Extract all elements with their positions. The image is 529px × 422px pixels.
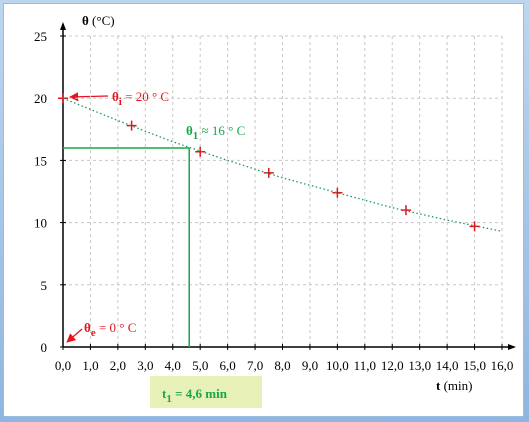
annotation-sub: i: [119, 96, 122, 108]
x-tick-label: 10,0: [326, 358, 349, 373]
y-tick-label: 20: [34, 91, 47, 106]
x-tick-label: 15,0: [463, 358, 486, 373]
arrow: [66, 328, 83, 343]
annotation-text: = 0 ° C: [96, 320, 137, 335]
annotation-text: ≈ 16 ° C: [198, 123, 245, 138]
axis-label: θ (°C): [82, 13, 115, 28]
annotation-text: = 4,6 min: [172, 386, 228, 401]
data-point: [263, 167, 274, 178]
data-point: [469, 221, 480, 232]
frame: [3, 3, 524, 417]
x-tick-label: 11,0: [354, 358, 376, 373]
axis-symbol: t: [436, 378, 441, 393]
annotation-sub: 1: [193, 130, 199, 142]
x-tick-label: 16,0: [491, 358, 514, 373]
annotation: θ1 ≈ 16 ° C: [186, 123, 245, 142]
data-point: [332, 187, 343, 198]
t1-box: [150, 376, 262, 408]
y-tick-label: 15: [34, 153, 47, 168]
x-tick-label: 1,0: [82, 358, 98, 373]
y-tick-label: 25: [34, 29, 47, 44]
x-tick-label: 14,0: [436, 358, 459, 373]
y-tick-label: 0: [41, 340, 48, 355]
annotation-sub: e: [91, 327, 96, 339]
y-arrow: [60, 22, 66, 30]
x-tick-label: 12,0: [381, 358, 404, 373]
axis-unit: (min): [440, 378, 472, 393]
x-tick-label: 9,0: [302, 358, 318, 373]
annotation: θe = 0 ° C: [84, 320, 136, 339]
data-point: [195, 146, 206, 157]
x-tick-label: 13,0: [408, 358, 431, 373]
x-tick-label: 5,0: [192, 358, 208, 373]
y-tick-label: 10: [34, 216, 47, 231]
x-tick-label: 7,0: [247, 358, 263, 373]
trend-line: [62, 97, 503, 232]
x-tick-label: 3,0: [137, 358, 153, 373]
annotation-symbol: θ: [186, 123, 193, 138]
x-tick-label: 0,0: [55, 358, 71, 373]
annotation-symbol: θ: [84, 320, 91, 335]
data-point: [126, 120, 137, 131]
x-tick-label: 4,0: [165, 358, 181, 373]
annotation-symbol: t: [162, 386, 167, 401]
annotation: θi = 20 ° C: [112, 89, 169, 108]
y-tick-label: 5: [41, 278, 48, 293]
x-arrow: [508, 344, 516, 350]
axis-symbol: θ: [82, 13, 89, 28]
x-tick-label: 8,0: [274, 358, 290, 373]
axis-unit: (°C): [89, 13, 115, 28]
annotation-text: = 20 ° C: [122, 89, 169, 104]
annotation: t1 = 4,6 min: [162, 386, 228, 405]
axis-label: t (min): [436, 378, 472, 393]
x-tick-label: 6,0: [220, 358, 236, 373]
arrow: [69, 92, 109, 102]
annotation-sub: 1: [166, 393, 172, 405]
x-tick-label: 2,0: [110, 358, 126, 373]
annotation-symbol: θ: [112, 89, 119, 104]
